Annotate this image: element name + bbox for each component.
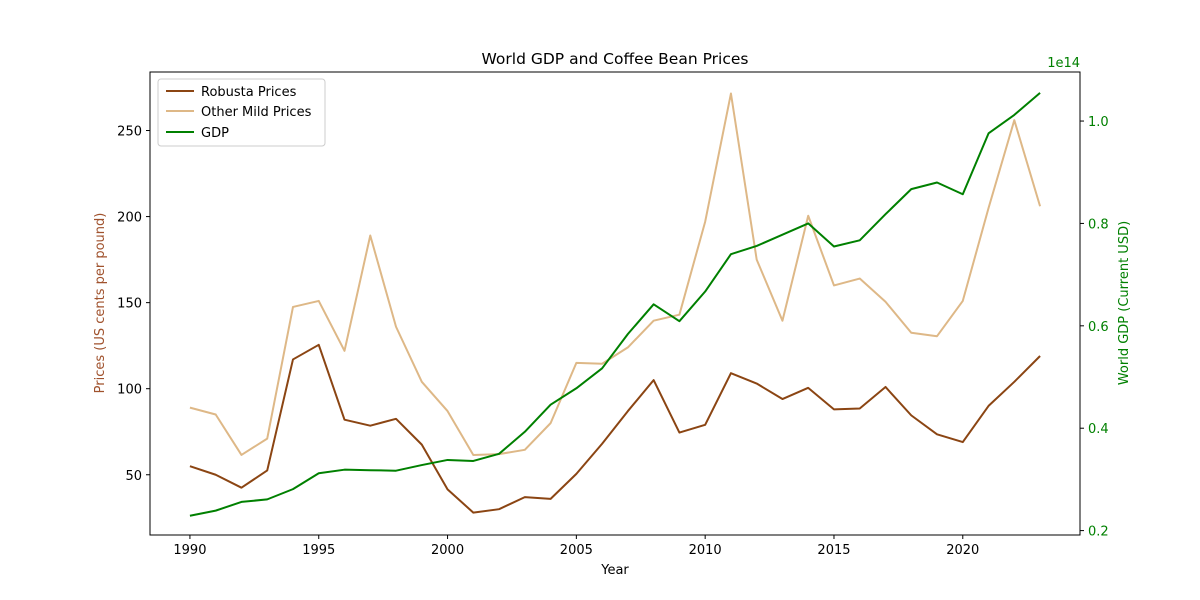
y-left-tick-label: 200 [117, 211, 142, 226]
x-tick-label: 1995 [302, 543, 335, 558]
x-tick-label: 2000 [431, 543, 464, 558]
other-mild-prices-line [189, 92, 1042, 456]
y-left-tick-label: 100 [117, 383, 142, 398]
y-axis-right-label: World GDP (Current USD) [1117, 221, 1132, 385]
x-tick-label: 2015 [817, 543, 850, 558]
x-tick-label: 1990 [173, 543, 206, 558]
legend-label-robusta: Robusta Prices [201, 85, 297, 100]
y-right-tick-label: 1.0 [1088, 115, 1109, 130]
series-layer [189, 92, 1042, 517]
y-axis-left-label: Prices (US cents per pound) [93, 213, 108, 394]
chart-title: World GDP and Coffee Bean Prices [482, 50, 749, 68]
x-tick-label: 2020 [946, 543, 979, 558]
y-left-tick-label: 50 [125, 469, 142, 484]
y-right-tick-label: 0.2 [1088, 525, 1109, 540]
y-left-tick-label: 150 [117, 297, 142, 312]
y-right-tick-label: 0.6 [1088, 320, 1109, 335]
gdp-line [189, 92, 1041, 517]
y-left-tick-label: 250 [117, 125, 142, 140]
legend-label-other-mild: Other Mild Prices [201, 105, 312, 120]
y-right-tick-label: 0.4 [1088, 422, 1109, 437]
x-tick-label: 2010 [689, 543, 722, 558]
right-axis-offset-text: 1e14 [1047, 56, 1080, 71]
x-tick-label: 2005 [560, 543, 593, 558]
y-right-tick-label: 0.8 [1088, 217, 1109, 232]
legend-box [157, 78, 326, 147]
robusta-prices-line [189, 343, 1041, 514]
legend: Robusta Prices Other Mild Prices GDP [157, 78, 326, 147]
axes-layer: 1990 1995 2000 2005 2010 2015 2020 50 100 150 200 2… [117, 71, 1109, 558]
plot-frame [149, 71, 1081, 536]
x-axis-label: Year [600, 563, 629, 578]
legend-label-gdp: GDP [201, 126, 229, 141]
